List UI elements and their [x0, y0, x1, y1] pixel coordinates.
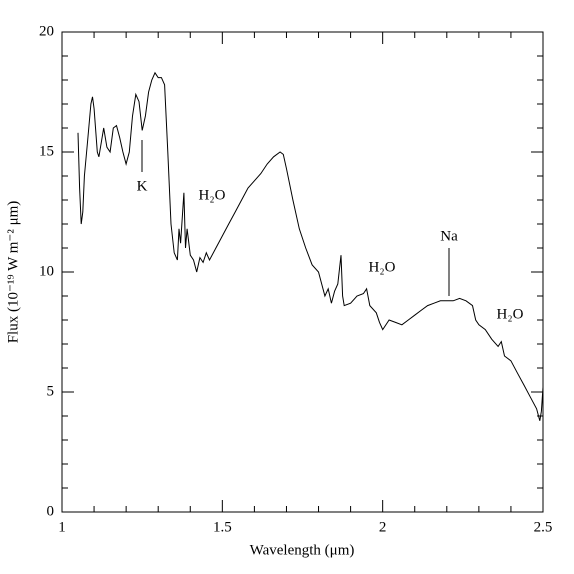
y-tick-label: 0	[47, 503, 55, 519]
annotation: H₂O	[199, 187, 226, 203]
x-axis-label: Wavelength (μm)	[250, 542, 355, 558]
x-tick-label: 1	[58, 519, 66, 535]
x-tick-label: 1.5	[213, 519, 232, 535]
annotation: H₂O	[497, 306, 524, 322]
y-tick-label: 10	[39, 263, 54, 279]
x-tick-label: 2	[379, 519, 387, 535]
y-tick-label: 15	[39, 143, 54, 159]
y-axis-label: Flux (10⁻¹⁹ W m⁻² μm)	[5, 201, 21, 344]
annotation: K	[137, 178, 148, 194]
x-tick-label: 2.5	[534, 519, 553, 535]
spectrum-line	[77, 71, 544, 421]
annotation: H₂O	[369, 259, 396, 275]
y-tick-label: 20	[39, 23, 54, 39]
y-tick-label: 5	[47, 383, 55, 399]
annotation: Na	[440, 228, 458, 244]
